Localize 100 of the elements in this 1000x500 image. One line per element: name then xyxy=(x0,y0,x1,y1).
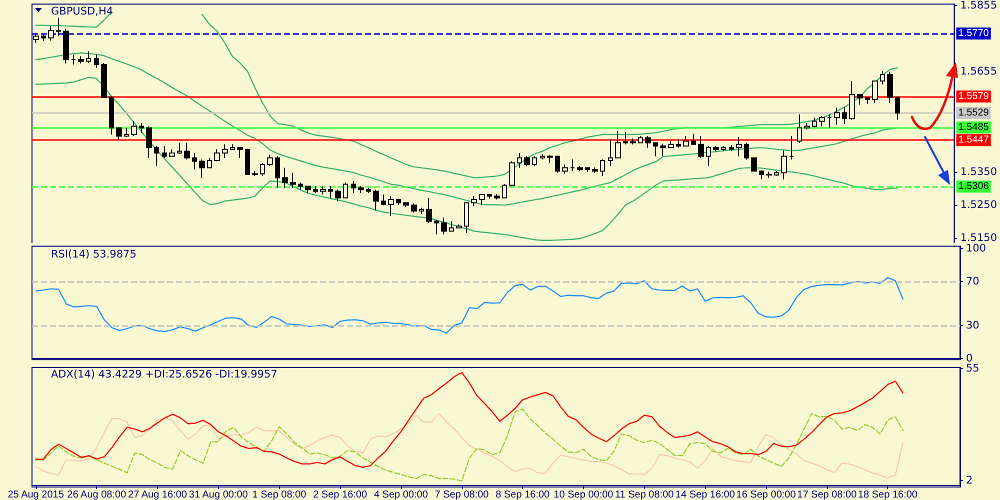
candlestick xyxy=(434,219,439,235)
candlestick xyxy=(101,62,107,98)
candlestick xyxy=(638,136,643,144)
x-tick-label: 17 Sep 08:00 xyxy=(797,490,858,500)
candlestick xyxy=(388,196,394,216)
line-series xyxy=(35,372,904,468)
y-tick-label: 1.5655 xyxy=(960,65,998,78)
candlestick xyxy=(819,116,825,127)
candlestick xyxy=(351,180,356,194)
candlestick xyxy=(691,133,696,146)
candlestick xyxy=(335,189,341,202)
candlestick xyxy=(562,164,568,174)
candlestick xyxy=(797,114,802,144)
candlestick xyxy=(592,166,598,174)
candlestick xyxy=(872,80,878,104)
candlestick xyxy=(615,130,621,158)
candlestick xyxy=(230,144,235,150)
y-tick-label: 1.5250 xyxy=(960,199,998,212)
candlestick xyxy=(162,146,167,158)
candlestick xyxy=(214,148,220,162)
candlestick xyxy=(199,159,205,178)
candlestick xyxy=(517,152,522,168)
candlestick xyxy=(86,50,91,64)
candlestick xyxy=(721,146,726,152)
candlestick xyxy=(169,148,175,157)
y-tick-label: 0 xyxy=(966,352,973,365)
candlestick xyxy=(487,193,492,199)
y-tick-label: 30 xyxy=(966,319,980,332)
candlestick xyxy=(880,70,885,85)
x-tick-label: 11 Sep 08:00 xyxy=(614,490,674,500)
ref-line-label: 1.5529 xyxy=(958,108,990,119)
candlestick xyxy=(260,162,265,177)
candlestick xyxy=(812,117,817,128)
y-tick-label: 55 xyxy=(966,362,980,374)
candlestick xyxy=(358,186,364,194)
candlestick xyxy=(290,172,296,188)
candlestick xyxy=(426,197,432,224)
candlestick xyxy=(781,150,787,180)
candlestick xyxy=(479,193,485,206)
candlestick xyxy=(630,138,636,145)
candlestick xyxy=(298,182,303,190)
candlestick xyxy=(653,142,658,157)
x-tick-label: 16 Sep 00:00 xyxy=(736,490,796,500)
candlestick xyxy=(456,224,462,228)
candlestick xyxy=(71,54,76,66)
candlestick xyxy=(532,156,537,167)
chart-title: ADX(14) 43.4229 +DI:25.6526 -DI:19.9957 xyxy=(51,368,278,380)
candlestick xyxy=(774,170,779,177)
candlestick xyxy=(245,148,250,175)
candlestick xyxy=(41,34,46,42)
candlestick xyxy=(56,17,61,37)
x-tick-label: 31 Aug 00:00 xyxy=(188,490,248,500)
line-series xyxy=(35,277,904,334)
x-tick-label: 4 Sep 00:00 xyxy=(374,490,428,500)
candlestick xyxy=(759,170,764,180)
candlestick xyxy=(48,26,54,41)
candlestick xyxy=(698,136,704,158)
candlestick xyxy=(449,220,454,232)
candlestick xyxy=(124,127,129,138)
candlestick xyxy=(131,120,137,137)
ref-line-label: 1.5770 xyxy=(958,28,990,40)
candlestick xyxy=(509,160,515,187)
candlestick xyxy=(396,198,401,206)
candlestick xyxy=(343,182,348,198)
candlestick xyxy=(237,147,243,158)
x-tick-label: 1 Sep 08:00 xyxy=(252,490,307,500)
x-tick-label: 2 Sep 16:00 xyxy=(313,490,368,500)
chart-title: GBPUSD,H4 xyxy=(51,6,114,18)
candlestick xyxy=(645,136,651,148)
candlestick xyxy=(328,186,333,198)
candlestick xyxy=(146,126,152,158)
x-tick-label: 14 Sep 16:00 xyxy=(675,490,736,500)
candlestick xyxy=(419,207,424,215)
candlestick xyxy=(275,156,280,188)
candlestick xyxy=(109,96,114,135)
candlestick xyxy=(78,56,84,64)
candlestick xyxy=(789,136,794,160)
candlestick xyxy=(842,106,847,124)
candlestick xyxy=(282,167,288,188)
candlestick xyxy=(895,96,900,120)
candlestick xyxy=(623,131,628,145)
candlestick xyxy=(464,202,469,234)
ref-line-label: 1.5447 xyxy=(958,134,990,146)
candlestick xyxy=(751,156,757,172)
y-tick-label: 2 xyxy=(966,474,973,487)
candlestick xyxy=(744,142,749,160)
candlestick xyxy=(865,97,870,104)
candlestick xyxy=(540,154,545,160)
candlestick xyxy=(252,170,258,177)
x-tick-label: 7 Sep 08:00 xyxy=(434,490,490,500)
candlestick xyxy=(766,171,772,178)
x-tick-label: 25 Aug 2015 xyxy=(8,490,64,500)
candlestick xyxy=(373,189,379,211)
candlestick xyxy=(547,154,553,164)
candlestick xyxy=(94,54,99,68)
candlestick xyxy=(222,144,228,158)
x-tick-label: 26 Aug 08:00 xyxy=(67,490,127,500)
line-series xyxy=(35,76,898,241)
y-tick-label: 70 xyxy=(966,275,980,288)
candlestick xyxy=(834,107,840,126)
